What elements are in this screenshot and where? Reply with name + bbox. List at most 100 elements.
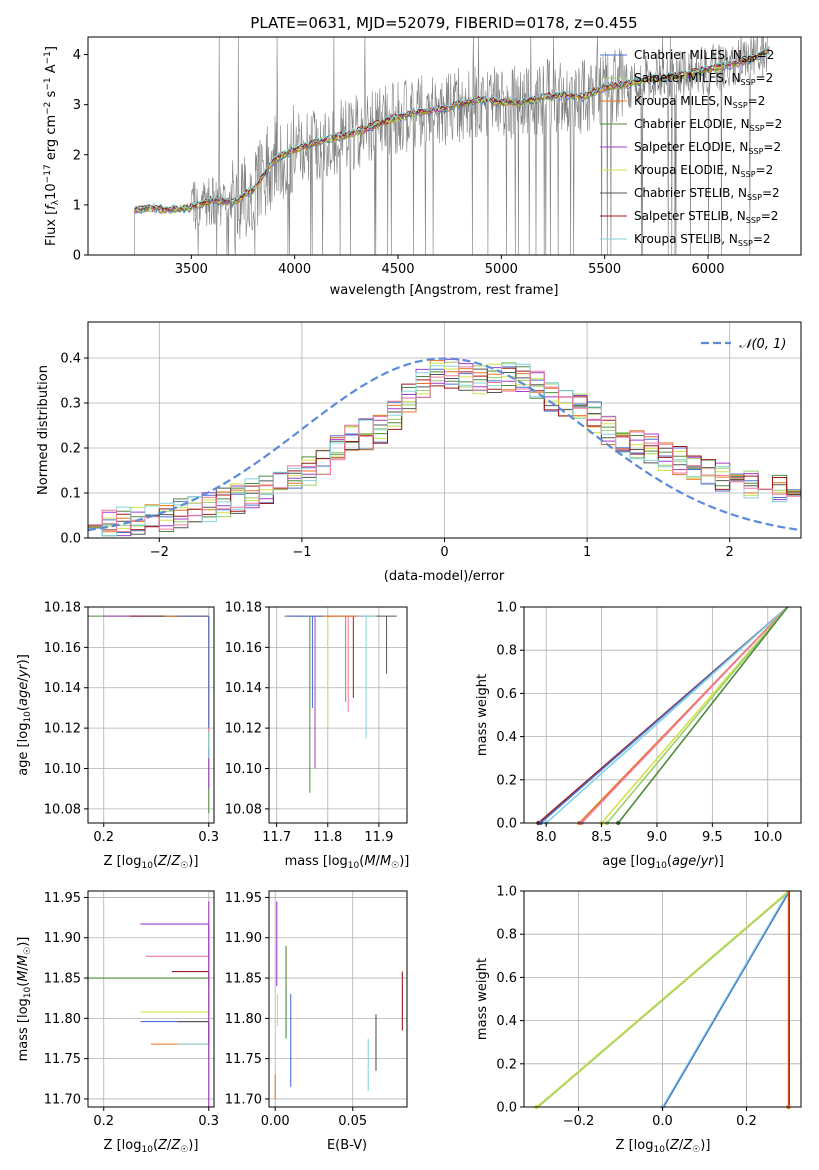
x-tick-label: 0.2 <box>93 1114 114 1129</box>
age-z-xlabel: Z [log10(Z/Z☉)] <box>104 854 199 871</box>
y-tick-label: 0.3 <box>60 397 81 412</box>
y-tick-label: 3 <box>73 98 81 113</box>
residual-xlabel: (data-model)/error <box>384 569 505 584</box>
x-tick-label: 9.5 <box>702 830 723 845</box>
weight-age-line <box>545 606 789 824</box>
y-tick-label: 10.16 <box>44 641 81 656</box>
x-tick-label: 4500 <box>381 262 414 277</box>
residual-histogram <box>88 366 801 532</box>
y-tick-label: 10.12 <box>225 722 262 737</box>
y-tick-label: 11.80 <box>44 1012 81 1027</box>
y-tick-label: 0.8 <box>496 644 517 659</box>
y-tick-label: 10.18 <box>225 601 262 616</box>
age-z-panel: 0.2 0.3 10.08 10.10 10.12 10.14 10.16 10.18 Z [… <box>16 601 219 872</box>
legend-label-rest: =2 <box>763 140 781 154</box>
legend-label: Kroupa MILES, NSSP=2 <box>634 94 765 110</box>
y-tick-label: 10.18 <box>44 601 81 616</box>
legend-subscript: SSP <box>733 101 748 110</box>
x-tick-label: 11.9 <box>364 830 393 845</box>
model-spectrum-line <box>134 46 770 211</box>
normal-curve <box>87 357 802 532</box>
y-tick-label: 0.1 <box>60 487 81 502</box>
legend-subscript: SSP <box>746 216 761 225</box>
mass-z-xlabel: Z [log10(Z/Z☉)] <box>104 1138 199 1155</box>
x-tick-label: 0.2 <box>736 1114 757 1129</box>
weight-age-panel: 8.0 8.5 9.0 9.5 10.0 0.0 0.2 0.4 0.6 0.8 1.0 age [… <box>475 601 802 871</box>
residual-histogram <box>88 363 801 537</box>
weight-z-ylabel: mass weight <box>475 958 490 1040</box>
y-tick-label: 0.4 <box>496 730 517 745</box>
spectrum-xlabel: wavelength [Angstrom, rest frame] <box>330 283 559 298</box>
model-spectrum-line <box>134 45 770 213</box>
age-mass-frame <box>268 606 408 824</box>
spectrum-frame <box>87 36 802 256</box>
legend-label: Salpeter ELODIE, NSSP=2 <box>634 140 781 156</box>
spectrum-data-line <box>134 37 768 255</box>
y-tick-label: 10.10 <box>225 762 262 777</box>
mass-ebv-panel: 0.00 0.05 11.70 11.75 11.80 11.85 11.90 11.95 E… <box>225 890 408 1153</box>
legend-subscript: SSP <box>741 78 756 87</box>
weight-z-line <box>536 890 789 1108</box>
y-tick-label: 11.70 <box>225 1092 262 1107</box>
weight-age-lines <box>536 606 789 826</box>
x-tick-label: 2 <box>726 545 734 560</box>
y-tick-label: 1 <box>73 198 81 213</box>
age-mass-panel: 11.7 11.8 11.9 10.08 10.10 10.12 10.14 10.16 10.… <box>225 601 410 872</box>
mass-ebv-frame <box>268 890 408 1108</box>
y-tick-label: 0.0 <box>496 817 517 832</box>
x-tick-label: 6000 <box>691 262 724 277</box>
weight-age-line <box>617 606 789 824</box>
y-tick-label: 10.16 <box>225 641 262 656</box>
weight-age-line <box>581 606 789 824</box>
y-tick-label: 10.08 <box>225 802 262 817</box>
legend-label: Chabrier MILES, NSSP=2 <box>634 48 774 64</box>
x-tick-label: 0.0 <box>652 1114 673 1129</box>
y-tick-label: 11.75 <box>225 1052 262 1067</box>
legend-label: Salpeter MILES, NSSP=2 <box>634 71 773 87</box>
spectrum-model-lines <box>134 45 770 215</box>
spectrum-data-lines <box>134 37 768 255</box>
y-tick-label: 10.14 <box>44 681 81 696</box>
age-z-frame <box>87 606 215 824</box>
y-tick-label: 2 <box>73 148 81 163</box>
x-tick-label: 0.3 <box>198 1114 219 1129</box>
legend-label-rest: =2 <box>756 71 774 85</box>
x-tick-label: 5500 <box>588 262 621 277</box>
weight-z-line <box>537 890 791 1108</box>
legend-label-rest: =2 <box>753 232 771 246</box>
x-tick-label: 0.00 <box>261 1114 290 1129</box>
residual-ylabel: Normed distribution <box>36 365 51 495</box>
x-tick-label: 0 <box>440 545 448 560</box>
y-tick-label: 10.10 <box>44 762 81 777</box>
legend-label: Kroupa STELIB, NSSP=2 <box>634 232 771 248</box>
spectrum-ylabel: Flux [fλ10−17 erg cm−2 s−1 A−1] <box>43 46 61 246</box>
x-tick-label: 0.2 <box>93 830 114 845</box>
weight-z-line <box>661 890 789 1108</box>
y-tick-label: 11.85 <box>44 972 81 987</box>
legend-subscript: SSP <box>738 239 753 248</box>
mass-ebv-xlabel: E(B-V) <box>327 1138 367 1153</box>
weight-z-xlabel: Z [log10(Z/Z☉)] <box>616 1138 711 1155</box>
mass-z-frame <box>87 890 215 1108</box>
y-tick-label: 10.12 <box>44 722 81 737</box>
y-tick-label: 10.08 <box>44 802 81 817</box>
x-tick-label: 11.7 <box>262 830 291 845</box>
x-tick-label: 9.0 <box>647 830 668 845</box>
legend-subscript: SSP <box>742 55 757 64</box>
y-tick-label: 10.14 <box>225 681 262 696</box>
y-tick-label: 1.0 <box>496 601 517 616</box>
legend-label: Salpeter STELIB, NSSP=2 <box>634 209 778 225</box>
x-tick-label: −2 <box>150 545 169 560</box>
legend-normal-label: 𝒩(0, 1) <box>739 337 786 352</box>
x-tick-label: 3500 <box>175 262 208 277</box>
y-tick-label: 11.70 <box>44 1092 81 1107</box>
x-tick-label: 0.3 <box>198 830 219 845</box>
x-tick-label: 11.8 <box>313 830 342 845</box>
x-tick-label: 8.5 <box>591 830 612 845</box>
weight-age-line <box>606 606 789 824</box>
y-tick-label: 11.90 <box>225 931 262 946</box>
x-tick-label: 10.0 <box>753 830 782 845</box>
legend-label-rest: =2 <box>762 186 780 200</box>
legend-subscript: SSP <box>750 124 765 133</box>
